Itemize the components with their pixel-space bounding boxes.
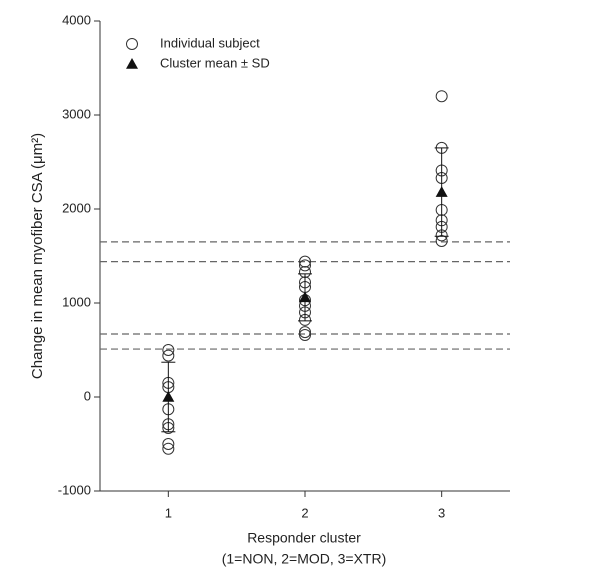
y-axis-label: Change in mean myofiber CSA (μm²): [29, 133, 46, 379]
y-tick-label: 1000: [62, 294, 91, 309]
subject-point: [299, 255, 311, 268]
mean-marker: [299, 291, 311, 303]
legend-marker: [126, 58, 138, 69]
y-tick-label: 0: [84, 388, 91, 403]
x-tick-label: 3: [438, 505, 445, 520]
x-tick-label: 1: [165, 505, 172, 520]
x-axis-label: Responder cluster: [247, 530, 361, 546]
x-tick-label: 2: [301, 505, 308, 520]
y-tick-label: 3000: [62, 106, 91, 121]
x-axis-note: (1=NON, 2=MOD, 3=XTR): [222, 551, 387, 567]
subject-point: [299, 259, 311, 272]
subject-point: [162, 442, 175, 455]
mean-marker: [162, 391, 175, 402]
y-tick-label: -1000: [58, 482, 91, 497]
subject-point: [162, 344, 175, 356]
subject-point: [435, 90, 448, 103]
subject-point: [299, 328, 311, 341]
legend-label: Individual subject: [160, 35, 260, 50]
y-tick-label: 4000: [62, 12, 91, 27]
subject-point: [162, 438, 175, 450]
mean-marker: [435, 186, 448, 197]
subject-point: [299, 326, 311, 339]
subject-point: [162, 349, 175, 362]
legend-marker: [126, 38, 138, 50]
y-tick-label: 2000: [62, 200, 91, 215]
legend-label: Cluster mean ± SD: [160, 55, 270, 70]
